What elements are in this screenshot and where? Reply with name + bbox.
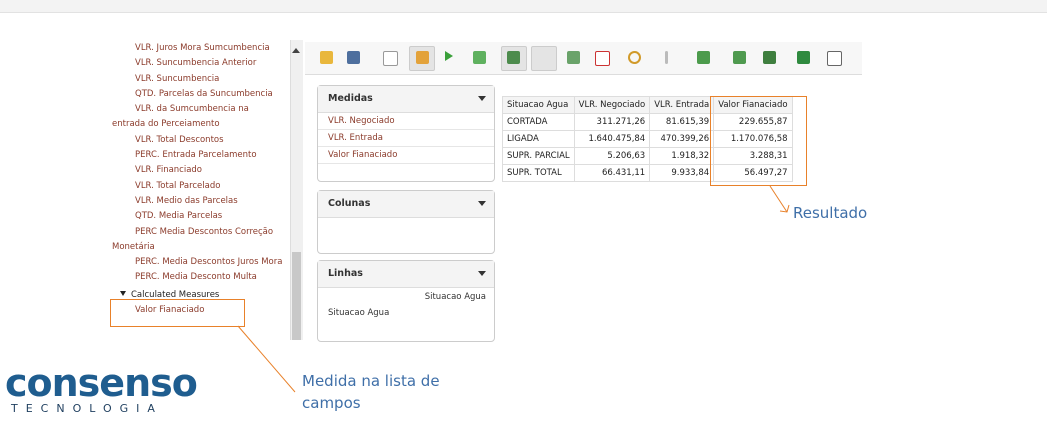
column-header: VLR. Negociado (573, 96, 651, 114)
columns-panel[interactable]: Colunas (317, 190, 495, 254)
top-bar (0, 0, 1047, 13)
field-item[interactable]: QTD. Parcelas da Suncumbencia (135, 88, 273, 99)
panel-title: Colunas (318, 191, 494, 218)
field-item[interactable]: VLR. da Sumcumbencia na entrada do Perce… (112, 104, 249, 130)
value-cell: 66.431,11 (573, 164, 651, 182)
field-list: VLR. Juros Mora Sumcumbencia VLR. Suncumb… (112, 40, 290, 341)
row-level: Situacao Agua (328, 308, 390, 318)
callout-line (237, 325, 296, 393)
layout-button[interactable] (531, 46, 557, 71)
result-table: Situacao Agua VLR. Negociado VLR. Entrada V… (502, 96, 793, 182)
value-cell: 56.497,27 (713, 164, 793, 182)
new-icon[interactable] (383, 51, 398, 66)
auto-run-icon[interactable] (473, 51, 486, 64)
toolbar (305, 42, 862, 75)
measure-item[interactable]: Valor Fianaciado (318, 147, 494, 164)
download-all-icon[interactable] (763, 51, 776, 64)
scroll-up[interactable] (292, 44, 300, 53)
panel-title: Medidas (318, 86, 494, 113)
measures-panel[interactable]: Medidas VLR. Negociado VLR. Entrada Valor … (317, 85, 495, 182)
table-body: CORTADA 311.271,26 81.615,39 229.655,87 LIGA… (502, 113, 793, 182)
level-header: Situacao Agua (424, 292, 486, 302)
field-item[interactable]: VLR. Total Parcelado (135, 180, 221, 191)
field-item[interactable]: VLR. Suncumbencia (135, 73, 220, 84)
scroll-thumb[interactable] (292, 252, 301, 340)
panel-title: Linhas (318, 261, 494, 288)
header-row: Situacao Agua VLR. Negociado VLR. Entrada V… (502, 96, 793, 114)
table-row: CORTADA 311.271,26 81.615,39 229.655,87 (502, 113, 793, 131)
zoom-icon[interactable] (628, 51, 641, 64)
highlight-box (110, 299, 245, 327)
highlight-box (710, 96, 807, 186)
export-icon[interactable] (697, 51, 710, 64)
field-item[interactable]: VLR. Medio das Parcelas (135, 195, 238, 206)
row-header: SUPR. TOTAL (502, 164, 575, 182)
csv-icon[interactable] (827, 51, 842, 66)
column-header: Situacao Agua (502, 96, 575, 114)
field-item[interactable]: VLR. Total Descontos (135, 134, 224, 145)
field-item[interactable]: VLR. Financiado (135, 165, 203, 176)
run-icon[interactable] (445, 51, 458, 61)
annotation: Medida na lista de campos (302, 372, 440, 412)
mdx-icon[interactable] (595, 51, 610, 66)
value-cell: 9.933,84 (649, 164, 715, 182)
open-icon[interactable] (320, 51, 333, 64)
field-item[interactable]: PERC. Media Desconto Multa (135, 272, 257, 283)
download-icon[interactable] (733, 51, 746, 64)
table-row: SUPR. TOTAL 66.431,11 9.933,84 56.497,27 (502, 164, 793, 182)
field-item[interactable]: PERC Media Descontos Correção Monetária (112, 226, 274, 252)
logo-name: consenso (5, 361, 198, 405)
field-item[interactable]: QTD. Media Parcelas (135, 211, 223, 222)
logo-tagline: TECNOLOGIA (11, 402, 163, 415)
swap-icon[interactable] (567, 51, 580, 64)
field-group[interactable]: Calculated Measures (112, 288, 290, 303)
field-item[interactable]: PERC. Media Descontos Juros Mora (135, 257, 283, 268)
save-icon[interactable] (347, 51, 360, 64)
measure-item[interactable]: VLR. Negociado (318, 113, 494, 130)
logo: consenso TECNOLOGIA (5, 361, 198, 416)
excel-icon[interactable] (797, 51, 810, 64)
annotation: Resultado (793, 204, 868, 222)
measure-item[interactable]: VLR. Entrada (318, 130, 494, 147)
edit-icon[interactable] (416, 51, 429, 64)
field-item[interactable]: Valor Fianaciado (135, 304, 205, 315)
arrow-head (779, 204, 790, 213)
edit-button[interactable] (409, 46, 435, 71)
group-label: Calculated Measures (131, 289, 220, 300)
field-item[interactable]: VLR. Juros Mora Sumcumbencia (135, 43, 270, 53)
fields-icon[interactable] (507, 51, 520, 64)
field-item[interactable]: PERC. Entrada Parcelamento (135, 150, 257, 161)
expand-icon (120, 290, 126, 299)
panel-items: Situacao Agua (318, 302, 494, 324)
panel-items: VLR. Negociado VLR. Entrada Valor Fianacia… (318, 113, 494, 164)
callout-line (769, 185, 788, 213)
rows-panel[interactable]: Linhas Situacao Agua Situacao Agua (317, 260, 495, 342)
field-item[interactable]: VLR. Suncumbencia Anterior (135, 58, 257, 69)
table-row: SUPR. PARCIAL 5.206,63 1.918,32 3.288,31 (502, 147, 793, 165)
column-header: Valor Fianaciado (713, 96, 793, 114)
drill-icon[interactable] (665, 51, 668, 64)
